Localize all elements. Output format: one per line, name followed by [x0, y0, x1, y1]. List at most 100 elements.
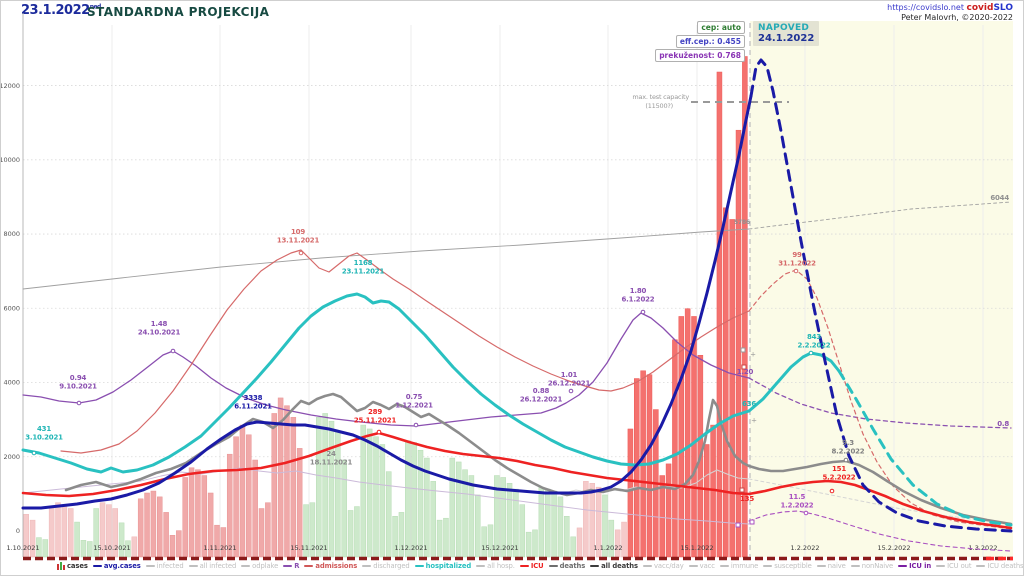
- series-all-deaths: [22, 228, 750, 290]
- cases-bar: [595, 486, 602, 558]
- cases-bar: [74, 521, 80, 558]
- legend-line-icon: [590, 565, 600, 567]
- cases-bar: [316, 417, 322, 558]
- cases-bar: [144, 492, 150, 558]
- y-axis-label: 8000: [3, 230, 20, 238]
- annotation-date: 1.2.2022: [781, 502, 814, 510]
- x-axis-label: 15.11.2021: [290, 544, 327, 552]
- legend-item-label: ICU deaths: [987, 562, 1024, 570]
- y-axis-label: 0: [16, 527, 20, 535]
- annotation: 431: [37, 425, 51, 433]
- legend-line-icon: [976, 565, 986, 567]
- y-axis-label: 12000: [1, 82, 20, 90]
- cases-bar: [430, 481, 436, 558]
- annotation-marker: [793, 268, 799, 274]
- current-value-marker: [740, 347, 746, 353]
- cases-bar: [176, 530, 182, 558]
- annotation: 99: [792, 251, 802, 259]
- legend-item-icu-in: ICU in: [898, 562, 931, 570]
- parameter-boxes: cep: auto eff.cep.: 0.455 prekuženost: 0.7…: [655, 21, 745, 62]
- x-axis-label: 1.12.2021: [394, 544, 427, 552]
- series-all-deaths: [748, 201, 1012, 230]
- cases-bar: [379, 444, 386, 558]
- cases-bar: [576, 527, 583, 558]
- legend-item-label: nonNaive: [861, 562, 894, 570]
- x-axis-label: 1.2.2022: [791, 544, 820, 552]
- legend-item-vacc: vacc: [688, 562, 715, 570]
- annotation-date: 3.10.2021: [25, 434, 63, 442]
- cases-bar: [163, 512, 169, 558]
- annotation-date: 26.12.2021: [548, 380, 591, 388]
- series-admissions: [60, 249, 750, 454]
- annotation-date: 8.2.2022: [832, 448, 865, 456]
- cases-bar: [188, 467, 195, 558]
- cases-bar: [220, 527, 227, 558]
- annotation-date: 6.1.2022: [622, 296, 655, 304]
- annotation-date: 31.1.2022: [778, 260, 816, 268]
- cases-bar: [691, 316, 697, 558]
- cases-bar: [55, 502, 61, 558]
- legend-item-label: immune: [730, 562, 759, 570]
- annotation: 843: [807, 333, 821, 341]
- legend-line-icon: [283, 565, 293, 567]
- series-R: [748, 377, 1012, 429]
- cases-bar: [360, 424, 367, 558]
- series-ICU-in: [748, 510, 1012, 552]
- legend-item-label: hospitalized: [425, 562, 472, 570]
- site-url-link[interactable]: https://covidslo.net: [887, 3, 964, 12]
- annotation-date: 13.11.2021: [277, 237, 320, 245]
- legend-item-all-deaths: all deaths: [590, 562, 638, 570]
- annotation: 0.8: [997, 420, 1009, 428]
- cases-bar: [525, 531, 532, 558]
- x-axis-label: 1.11.2021: [203, 544, 236, 552]
- legend-item-label: vacc/day: [653, 562, 684, 570]
- annotation: 6044: [990, 194, 1009, 202]
- cases-bar: [373, 436, 379, 558]
- cases-bar: [169, 535, 176, 558]
- cases-bar: [557, 496, 564, 558]
- parameter-box: cep: auto: [697, 21, 745, 34]
- cases-bars-icon: [57, 562, 65, 570]
- legend-item-icu-out: ICU out: [936, 562, 972, 570]
- legend-item-susceptible: susceptible: [763, 562, 812, 570]
- x-axis-label: 1.3.2022: [969, 544, 998, 552]
- page-title: STANDARDNA PROJEKCIJA: [87, 5, 270, 19]
- cases-bar: [646, 374, 653, 558]
- annotation: 24: [326, 450, 336, 458]
- series-admissions: [748, 269, 1012, 530]
- legend-item-label: odplake: [252, 562, 279, 570]
- cases-bar: [290, 417, 297, 558]
- legend-line-icon: [688, 565, 698, 567]
- cases-bar: [131, 536, 138, 558]
- legend-line-icon: [548, 565, 558, 567]
- annotation-date: 24.10.2021: [138, 329, 181, 337]
- cases-bar: [417, 450, 424, 558]
- annotation-date: 18.11.2021: [310, 459, 353, 467]
- legend-item-naive: naive: [816, 562, 846, 570]
- legend-item-nonnaive: nonNaive: [850, 562, 894, 570]
- cases-bar: [354, 506, 360, 558]
- legend-item-admissions: admissions: [304, 562, 357, 570]
- cases-bar: [544, 488, 551, 558]
- x-axis-label: 15.10.2021: [93, 544, 130, 552]
- cases-bar: [385, 471, 392, 558]
- annotation: 1.48: [151, 320, 168, 328]
- cases-bar: [341, 459, 347, 558]
- legend-line-icon: [241, 565, 251, 567]
- cases-bar: [284, 405, 290, 558]
- legend-item-label: vacc: [699, 562, 715, 570]
- cases-bar: [519, 504, 526, 558]
- series-hospitalized: [747, 351, 841, 413]
- cases-bar: [729, 219, 735, 558]
- y-axis-label: 10000: [1, 156, 20, 164]
- current-value-marker: [741, 364, 747, 370]
- legend-item-hospitalized: hospitalized: [414, 562, 472, 570]
- annotation-marker: [829, 488, 835, 494]
- legend-item-label: infected: [156, 562, 184, 570]
- series-hospitalized: [837, 369, 1013, 527]
- legend-line-icon: [763, 565, 773, 567]
- cases-bar: [405, 440, 411, 558]
- cases-bar: [61, 504, 68, 558]
- cases-bar: [462, 469, 468, 558]
